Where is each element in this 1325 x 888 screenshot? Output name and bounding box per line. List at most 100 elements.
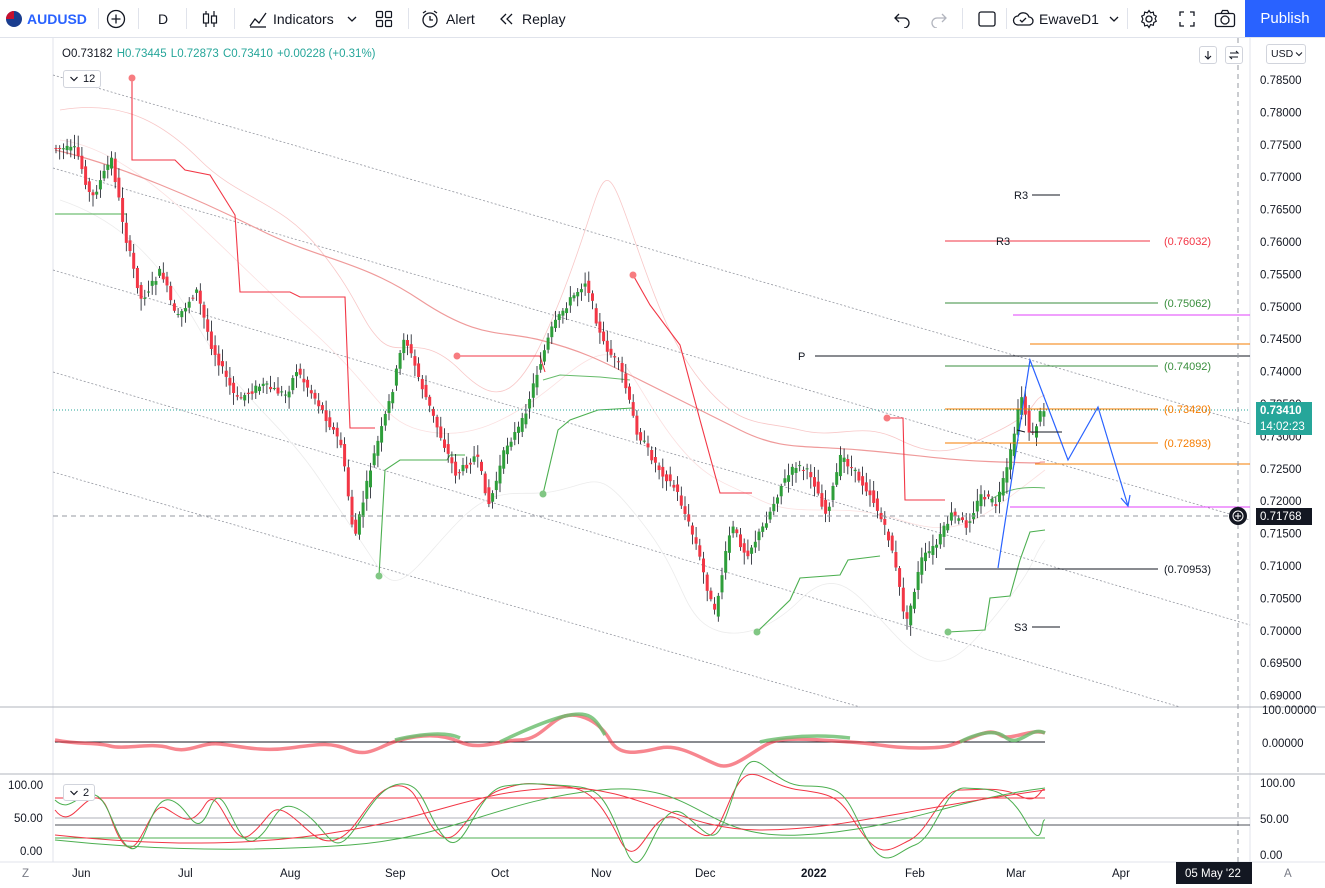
- chart-canvas[interactable]: R3 R3 P S3 (0.76032) (0.75062) (0.74092)…: [0, 38, 1325, 888]
- candle-body: [924, 552, 927, 562]
- candle-body: [517, 426, 520, 433]
- pane-indicator-count: 2: [83, 786, 90, 799]
- publish-button[interactable]: Publish: [1245, 0, 1325, 37]
- candle-body: [624, 373, 628, 389]
- time-label: Jun: [72, 868, 91, 880]
- indicators-collapse-button[interactable]: 12: [63, 70, 102, 88]
- redo-button[interactable]: [930, 0, 948, 37]
- candle-body: [365, 480, 369, 499]
- replay-button[interactable]: Replay: [498, 0, 566, 37]
- candle-body: [983, 496, 987, 500]
- envelope-bands: [59, 107, 1046, 662]
- candle-body: [646, 443, 650, 448]
- candle-body: [306, 379, 310, 388]
- candle-body: [383, 413, 387, 426]
- candle-body: [942, 525, 946, 537]
- candle-body: [476, 454, 480, 457]
- candle-body: [1016, 408, 1020, 435]
- pivot-value: (0.73420): [1164, 404, 1211, 416]
- osc2-left-tick: 0.00: [20, 846, 42, 858]
- candle-body: [272, 387, 276, 389]
- price-tick: 0.75000: [1260, 302, 1302, 314]
- snapshot-button[interactable]: [1214, 0, 1236, 37]
- candle-body: [550, 326, 554, 338]
- candle-body: [1042, 411, 1046, 417]
- add-level-button[interactable]: [1229, 507, 1247, 525]
- price-tick: 0.77000: [1260, 172, 1302, 184]
- maximize-pane-button[interactable]: [1225, 46, 1243, 64]
- wave-projection: [997, 357, 1129, 569]
- undo-button[interactable]: [893, 0, 911, 37]
- auto-scale-button[interactable]: A: [1284, 868, 1292, 880]
- candle-body: [609, 348, 613, 355]
- plus-icon: [1232, 510, 1244, 522]
- scroll-down-button[interactable]: [1199, 46, 1217, 64]
- alert-button[interactable]: Alert: [420, 0, 475, 37]
- candle-body: [354, 519, 358, 534]
- price-axis[interactable]: 0.78500 0.78000 0.77500 0.77000 0.76500 0.760…: [1260, 75, 1302, 703]
- time-axis[interactable]: Jun Jul Aug Sep Oct Nov Dec 2022 Feb Mar…: [22, 862, 1292, 884]
- candle-body: [65, 145, 69, 151]
- candle-body: [217, 353, 221, 366]
- pivot-label-r3: R3: [996, 236, 1010, 248]
- zoom-left-button[interactable]: Z: [22, 868, 29, 880]
- chevron-down-icon: [1109, 16, 1119, 22]
- price-tick: 0.72500: [1260, 464, 1302, 476]
- osc2-right-tick: 0.00: [1260, 850, 1282, 862]
- indicators-icon: [249, 12, 267, 28]
- candle-body: [602, 331, 606, 342]
- osc2-left-tick: 100.00: [8, 780, 43, 792]
- rewind-icon: [500, 13, 513, 24]
- candle-body: [953, 511, 957, 517]
- supertrend-red: [131, 78, 945, 501]
- candle-body: [861, 476, 865, 486]
- candle-body: [106, 164, 110, 170]
- candle-body: [805, 468, 809, 470]
- chart-type-button[interactable]: [200, 0, 220, 37]
- candle-body: [520, 418, 524, 432]
- compare-button[interactable]: [106, 0, 126, 37]
- candle-body: [857, 471, 861, 481]
- supertrend-green-dots: [375, 490, 952, 636]
- symbol-search[interactable]: AUDUSD: [6, 0, 87, 37]
- fullscreen-button[interactable]: [1178, 0, 1196, 37]
- candle-body: [468, 462, 472, 465]
- osc2-right-tick: 100.00: [1260, 778, 1295, 790]
- candle-body: [332, 427, 335, 430]
- interval-button[interactable]: D: [158, 0, 168, 37]
- pivot-value: (0.72893): [1164, 438, 1211, 450]
- supertrend-red-dots: [128, 74, 891, 422]
- interval-label: D: [158, 10, 169, 27]
- pane-indicators-collapse-button[interactable]: 2: [63, 784, 96, 801]
- osc1-tick: 100.00000: [1262, 705, 1316, 717]
- time-label: Aug: [280, 868, 300, 880]
- candle-body: [635, 415, 639, 435]
- templates-button[interactable]: [374, 0, 394, 37]
- time-label: 2022: [801, 868, 827, 880]
- settings-button[interactable]: [1139, 0, 1159, 37]
- candle-body: [620, 362, 624, 372]
- currency-select[interactable]: USD: [1266, 44, 1306, 64]
- indicators-button[interactable]: Indicators: [248, 0, 358, 37]
- candle-body: [772, 503, 776, 512]
- candle-body: [443, 439, 446, 448]
- ohlc-legend: O0.73182 H0.73445 L0.72873 C0.73410 +0.0…: [62, 48, 377, 60]
- fullscreen-layout-button[interactable]: [977, 0, 997, 37]
- candle-body: [713, 603, 717, 610]
- separator: [1127, 8, 1128, 29]
- candle-body: [1038, 411, 1042, 422]
- candle-body: [239, 397, 243, 399]
- camera-icon: [1214, 9, 1236, 27]
- candle-body: [147, 291, 150, 293]
- candle-body: [753, 541, 757, 548]
- candle-body: [735, 529, 739, 534]
- candle-body: [472, 456, 476, 462]
- layout-select[interactable]: EwaveD1: [1012, 0, 1120, 37]
- separator: [98, 8, 99, 29]
- candle-body: [842, 457, 846, 462]
- grid-icon: [375, 10, 393, 27]
- candle-body: [576, 291, 580, 297]
- candle-body: [794, 467, 798, 473]
- indicator-count: 12: [83, 73, 96, 85]
- candle-body: [561, 310, 565, 316]
